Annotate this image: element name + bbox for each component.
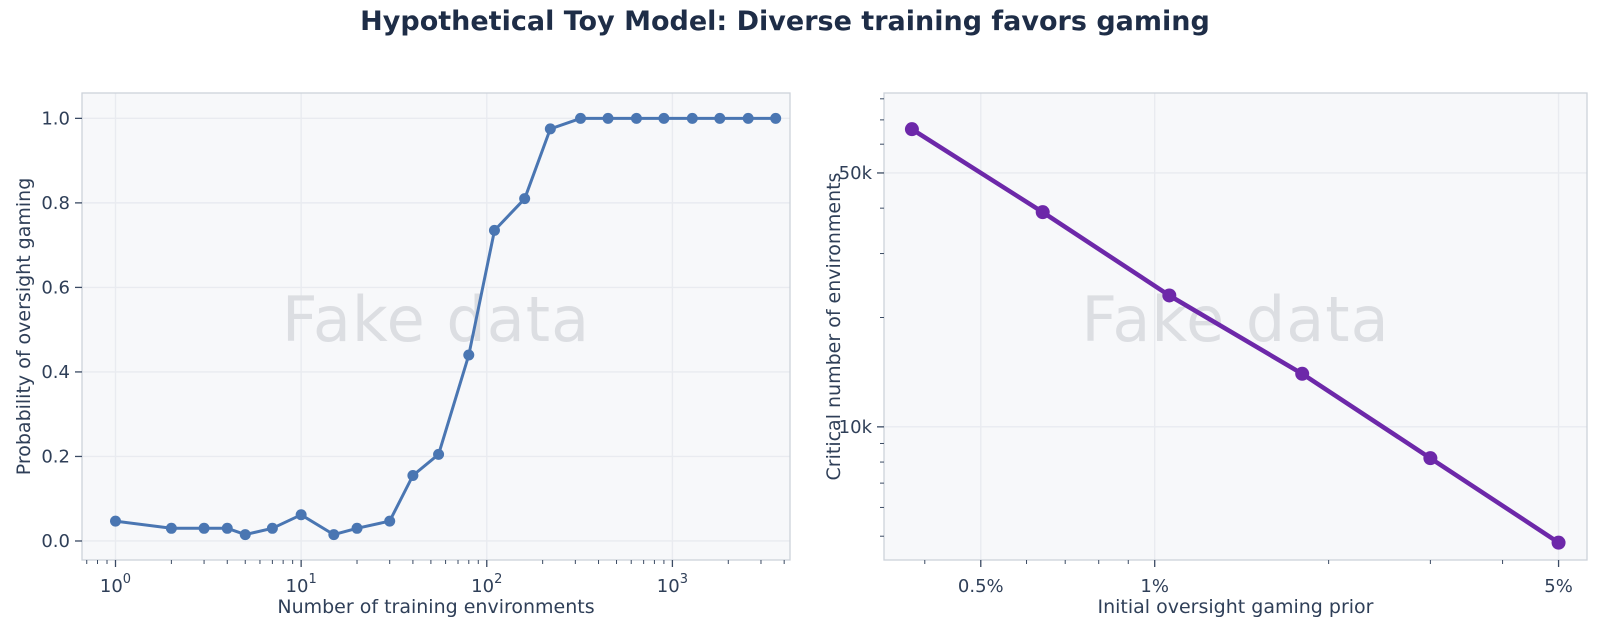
x-tick-label: 102 (471, 572, 502, 597)
data-point (109, 515, 121, 527)
data-point (630, 112, 642, 124)
data-point (519, 193, 531, 205)
watermark: Fake data (282, 283, 590, 356)
x-tick-label: 100 (100, 572, 131, 597)
y-tick-label: 50k (839, 163, 873, 184)
y-tick-label: 1.0 (41, 108, 70, 129)
plot-border (81, 92, 791, 561)
data-point (1162, 288, 1177, 303)
y-axis-label: Critical number of environments (823, 173, 845, 481)
y-tick-label: 10k (839, 417, 873, 438)
data-point (433, 448, 445, 460)
y-tick-label: 0.0 (41, 531, 70, 552)
y-tick-label: 0.4 (41, 362, 70, 383)
data-point (463, 349, 475, 361)
data-point (575, 112, 587, 124)
data-point (742, 112, 754, 124)
data-point (714, 112, 726, 124)
data-point (295, 509, 307, 521)
data-point (384, 515, 396, 527)
data-point (328, 529, 340, 541)
data-point (658, 112, 670, 124)
data-point (198, 522, 210, 534)
data-point (239, 529, 251, 541)
plot-border (883, 92, 1588, 561)
data-point (904, 122, 919, 137)
data-point (488, 224, 500, 236)
data-point (221, 522, 233, 534)
x-axis-label: Number of training environments (277, 596, 594, 618)
x-tick-label: 1% (1140, 576, 1169, 597)
y-tick-label: 0.8 (41, 193, 70, 214)
chart-title: Hypothetical Toy Model: Diverse training… (360, 6, 1210, 37)
y-tick-label: 0.2 (41, 446, 70, 467)
data-line (909, 126, 1561, 545)
y-tick-label: 0.6 (41, 277, 70, 298)
x-tick-label: 5% (1544, 576, 1573, 597)
data-point (351, 522, 363, 534)
data-point (1035, 205, 1050, 220)
data-point (544, 123, 556, 135)
right-chart: Fake data 0.5% 1% 5% 10k 50k Initial oversight… (823, 92, 1588, 618)
y-axis-label: Probability of oversight gaming (13, 178, 35, 476)
x-axis-label: Initial oversight gaming prior (1098, 596, 1374, 618)
data-point (407, 469, 419, 481)
left-chart: Fake data 100 101 102 103 0.0 0.2 0.4 0.6 0.8 1.0 N… (13, 92, 791, 618)
data-point (165, 522, 177, 534)
data-point (686, 112, 698, 124)
watermark: Fake data (1081, 283, 1389, 356)
data-point (1423, 451, 1438, 466)
x-tick-label: 0.5% (958, 576, 1004, 597)
data-point (1551, 535, 1566, 550)
x-tick-label: 103 (657, 572, 688, 597)
x-tick-label: 101 (286, 572, 317, 597)
data-point (266, 522, 278, 534)
data-point (770, 112, 782, 124)
data-point (1295, 366, 1310, 381)
data-point (602, 112, 614, 124)
